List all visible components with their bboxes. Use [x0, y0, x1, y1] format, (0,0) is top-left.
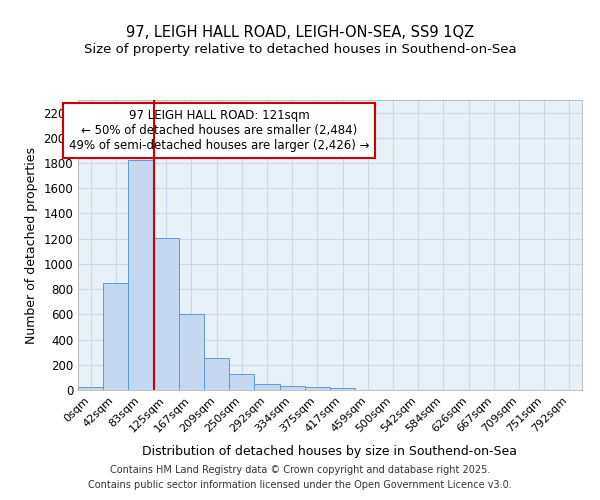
Bar: [103, 284, 128, 390]
Text: 97, LEIGH HALL ROAD, LEIGH-ON-SEA, SS9 1QZ: 97, LEIGH HALL ROAD, LEIGH-ON-SEA, SS9 1…: [126, 25, 474, 40]
Bar: [305, 387, 330, 390]
Text: Size of property relative to detached houses in Southend-on-Sea: Size of property relative to detached ho…: [83, 44, 517, 57]
Bar: [179, 314, 204, 390]
Text: 97 LEIGH HALL ROAD: 121sqm
← 50% of detached houses are smaller (2,484)
49% of s: 97 LEIGH HALL ROAD: 121sqm ← 50% of deta…: [69, 108, 370, 152]
Bar: [330, 388, 355, 390]
Bar: [128, 160, 154, 390]
Bar: [229, 374, 254, 390]
Bar: [154, 238, 179, 390]
Bar: [204, 358, 229, 390]
Y-axis label: Number of detached properties: Number of detached properties: [25, 146, 38, 344]
Bar: [280, 386, 305, 390]
Text: Contains public sector information licensed under the Open Government Licence v3: Contains public sector information licen…: [88, 480, 512, 490]
Bar: [254, 384, 280, 390]
X-axis label: Distribution of detached houses by size in Southend-on-Sea: Distribution of detached houses by size …: [143, 445, 517, 458]
Bar: [78, 387, 103, 390]
Text: Contains HM Land Registry data © Crown copyright and database right 2025.: Contains HM Land Registry data © Crown c…: [110, 465, 490, 475]
